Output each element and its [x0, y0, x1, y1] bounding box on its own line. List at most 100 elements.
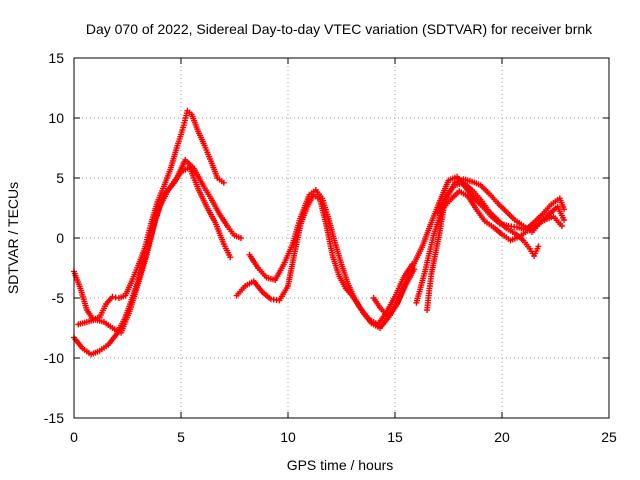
- trace-markers: [492, 225, 504, 236]
- trace-markers: [352, 297, 365, 314]
- trace-markers: [90, 348, 101, 357]
- trace-markers: [337, 275, 348, 290]
- trace-markers: [462, 176, 473, 184]
- trace-markers: [440, 198, 452, 211]
- trace-markers: [470, 188, 482, 201]
- trace-markers: [501, 232, 512, 242]
- y-axis-label: SDTVAR / TECUs: [5, 182, 21, 294]
- trace-markers: [435, 193, 449, 214]
- trace-markers: [305, 193, 316, 208]
- trace-markers: [518, 229, 529, 239]
- trace-markers: [129, 264, 141, 282]
- x-tick-label: 25: [601, 429, 617, 445]
- trace-markers: [422, 234, 436, 273]
- series-track-h: [413, 188, 565, 306]
- trace-markers: [532, 245, 541, 257]
- trace-markers: [235, 284, 247, 297]
- trace-markers: [403, 262, 417, 285]
- trace-markers: [505, 226, 516, 235]
- trace-markers: [445, 184, 457, 196]
- y-tick-label: -15: [44, 410, 64, 426]
- trace-markers: [509, 234, 520, 243]
- trace-markers: [522, 239, 532, 250]
- trace-markers: [180, 165, 191, 174]
- trace-markers: [209, 197, 222, 216]
- trace-markers: [458, 189, 469, 198]
- trace-markers: [106, 332, 119, 346]
- trace-markers: [256, 266, 268, 279]
- trace-markers: [393, 276, 406, 298]
- trace-markers: [320, 197, 331, 220]
- y-tick-label: -5: [52, 290, 65, 306]
- trace-markers: [513, 231, 525, 242]
- trace-markers: [532, 212, 544, 224]
- y-tick-label: 15: [48, 50, 64, 66]
- trace-markers: [550, 196, 561, 206]
- trace-markers: [308, 188, 317, 197]
- chart-title: Day 070 of 2022, Sidereal Day-to-day VTE…: [86, 21, 593, 37]
- series-track-c: [75, 164, 234, 336]
- trace-markers: [345, 282, 357, 299]
- trace-markers: [472, 197, 484, 209]
- y-tick-label: 5: [56, 170, 64, 186]
- trace-markers: [252, 280, 264, 294]
- trace-markers: [555, 206, 566, 221]
- y-tick-label: 10: [48, 110, 64, 126]
- trace-markers: [217, 212, 230, 229]
- trace-markers: [508, 223, 518, 230]
- series-track-b: [71, 157, 244, 358]
- trace-markers: [543, 214, 555, 223]
- trace-markers: [528, 248, 536, 257]
- data-point: [227, 254, 234, 261]
- trace-markers: [447, 174, 458, 183]
- trace-markers: [144, 218, 158, 256]
- trace-markers: [111, 326, 122, 335]
- trace-markers: [535, 218, 546, 227]
- trace-markers: [330, 256, 342, 278]
- trace-markers: [298, 194, 312, 218]
- x-tick-label: 5: [177, 429, 185, 445]
- trace-markers: [437, 179, 451, 202]
- trace-markers: [98, 343, 110, 353]
- trace-markers: [314, 189, 324, 200]
- trace-markers: [226, 226, 236, 237]
- axis-ticks: 0 5 10 15 20 25 -15 -10 -5 0 5 10 15: [44, 50, 617, 445]
- trace-markers: [196, 187, 209, 208]
- trace-markers: [370, 321, 381, 330]
- trace-markers: [86, 317, 97, 325]
- trace-markers: [424, 290, 432, 311]
- trace-markers: [401, 263, 414, 279]
- trace-markers: [135, 254, 150, 285]
- trace-markers: [378, 316, 391, 330]
- trace-markers: [426, 273, 435, 292]
- trace-markers: [386, 302, 399, 319]
- trace-markers: [454, 180, 465, 188]
- trace-markers: [270, 296, 280, 303]
- trace-markers: [208, 160, 220, 179]
- trace-markers: [479, 198, 491, 213]
- trace-markers: [118, 310, 132, 334]
- trace-markers: [412, 244, 425, 265]
- trace-markers: [118, 293, 127, 301]
- series-track-a: [71, 107, 227, 323]
- grid-lines: [74, 58, 609, 418]
- trace-markers: [496, 218, 508, 230]
- y-tick-label: 0: [56, 230, 64, 246]
- trace-markers: [384, 295, 397, 314]
- trace-markers: [484, 219, 495, 229]
- trace-markers: [526, 223, 538, 233]
- x-tick-label: 20: [494, 429, 510, 445]
- trace-markers: [547, 205, 559, 216]
- y-tick-label: -10: [44, 350, 64, 366]
- trace-markers: [505, 210, 517, 222]
- trace-markers: [420, 221, 434, 247]
- trace-markers: [466, 194, 479, 211]
- trace-markers: [77, 319, 88, 327]
- trace-markers: [216, 176, 225, 185]
- trace-markers: [127, 282, 141, 313]
- trace-markers: [361, 311, 373, 325]
- trace-markers: [312, 193, 321, 201]
- trace-markers: [281, 244, 295, 266]
- trace-markers: [487, 192, 499, 205]
